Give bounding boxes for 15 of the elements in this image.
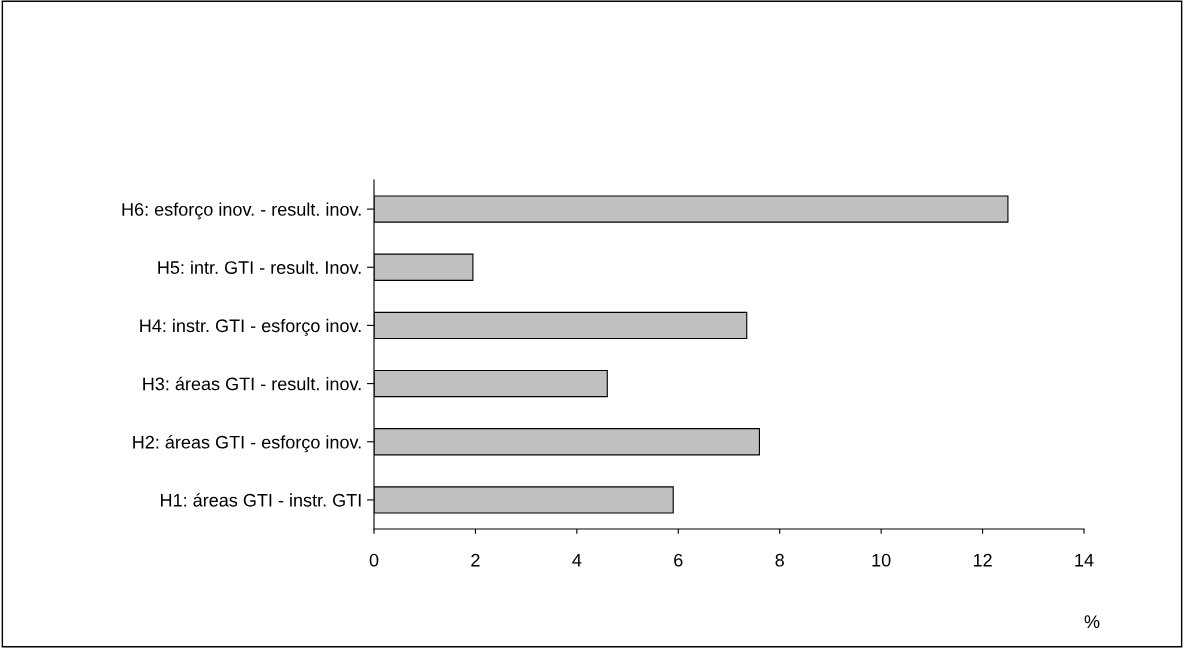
y-tick-label: H1: áreas GTI - instr. GTI bbox=[161, 493, 361, 507]
x-tick-label: 4 bbox=[572, 553, 582, 567]
x-tick-label: 14 bbox=[1075, 553, 1094, 567]
x-tick-label: 6 bbox=[674, 553, 683, 567]
y-tick-label: H2: áreas GTI - esforço inov. bbox=[133, 435, 361, 453]
x-tick-label: 0 bbox=[369, 553, 379, 567]
x-tick-label: 10 bbox=[872, 553, 891, 567]
x-tick-label: 12 bbox=[973, 553, 992, 567]
y-tick-label: H3: áreas GTI - result. inov. bbox=[143, 376, 361, 391]
x-tick-label: 2 bbox=[471, 553, 480, 567]
x-tick-label: 8 bbox=[775, 553, 784, 567]
x-axis-title: % bbox=[1084, 615, 1100, 629]
y-tick-label: H6: esforço inov. - result. inov. bbox=[122, 202, 361, 220]
y-tick-label: H4: instr. GTI - esforço inov. bbox=[140, 318, 361, 336]
y-tick-label: H5: intr. GTI - result. Inov. bbox=[158, 260, 361, 274]
